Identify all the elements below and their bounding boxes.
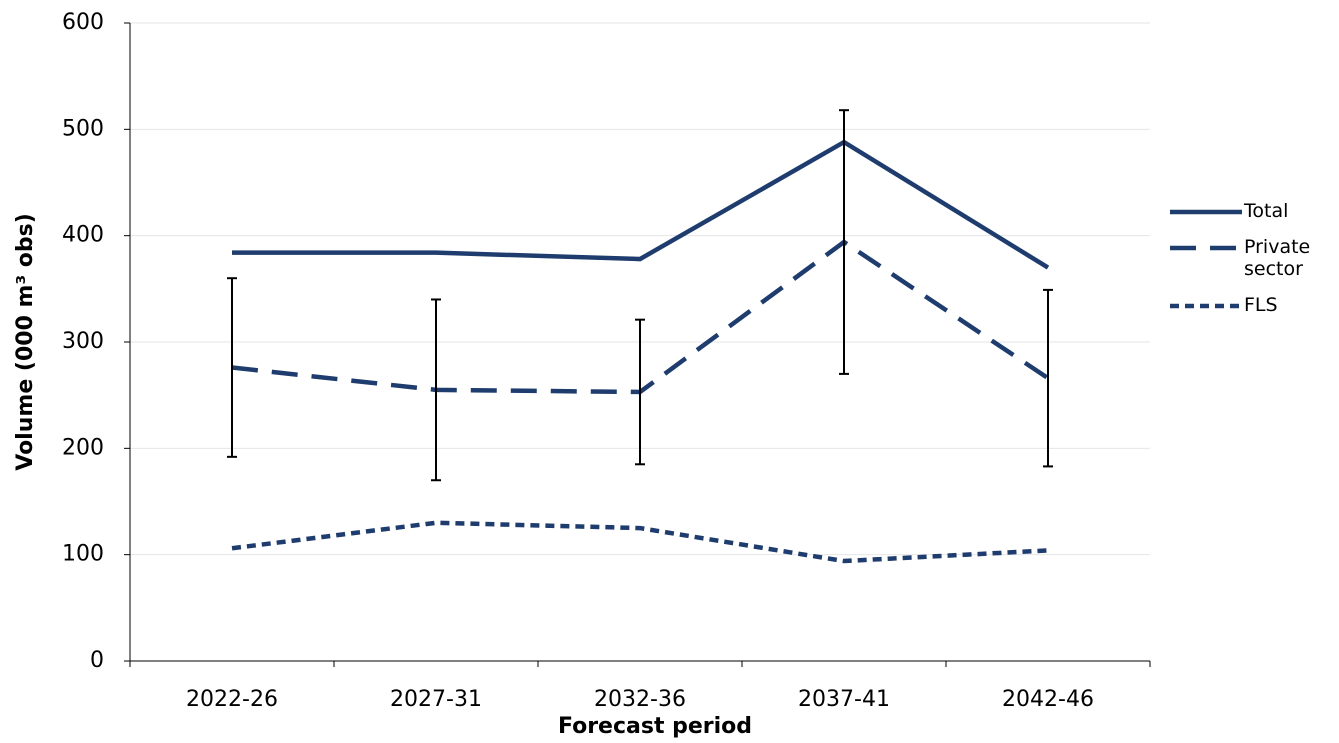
y-axis-title: Volume (000 m³ obs): [13, 213, 38, 471]
error-bar: [227, 277, 237, 458]
legend-swatch: [1170, 209, 1242, 215]
x-tick-label: 2032-36: [594, 687, 686, 712]
legend-item: Private sector: [1168, 236, 1338, 280]
y-tick-label: 500: [62, 116, 104, 141]
legend-item: FLS: [1168, 294, 1338, 316]
x-tick-label: 2027-31: [390, 687, 482, 712]
y-tick-label: 200: [62, 435, 104, 460]
x-tick-label: 2022-26: [186, 687, 278, 712]
error-bar: [431, 298, 441, 482]
series-line: [232, 139, 1050, 270]
y-tick-label: 600: [62, 10, 104, 35]
legend-swatch: [1170, 303, 1242, 309]
error-bar: [635, 318, 645, 466]
y-tick-label: 300: [62, 329, 104, 354]
x-tick-label: 2037-41: [798, 687, 890, 712]
legend-item: Total: [1168, 200, 1338, 222]
legend-label: Private sector: [1244, 236, 1311, 280]
error-bar: [839, 109, 849, 375]
x-axis-title: Forecast period: [558, 714, 752, 739]
y-tick-label: 0: [90, 648, 104, 673]
y-tick-label: 400: [62, 223, 104, 248]
series-line: [231, 520, 1049, 564]
legend: Total Private sector FLS: [1168, 200, 1338, 330]
legend-label: Total: [1244, 200, 1289, 222]
x-tick-label: 2042-46: [1002, 687, 1094, 712]
legend-label: FLS: [1244, 294, 1278, 316]
error-bar: [1043, 288, 1053, 468]
legend-swatch: [1170, 245, 1242, 251]
y-tick-label: 100: [62, 542, 104, 567]
